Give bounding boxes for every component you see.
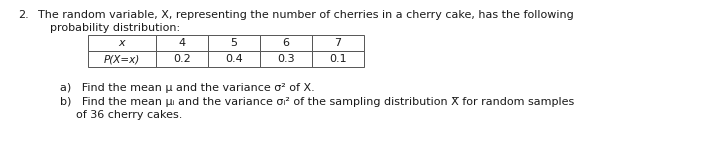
Text: probability distribution:: probability distribution: [50, 23, 180, 33]
Bar [88, 51, 156, 67]
Text: 6: 6 [282, 38, 289, 48]
Text: x: x [119, 38, 125, 48]
Text: of 36 cherry cakes.: of 36 cherry cakes. [76, 110, 182, 120]
Bar [88, 35, 156, 51]
Text: a)   Find the mean μ and the variance σ² of X.: a) Find the mean μ and the variance σ² o… [60, 83, 315, 93]
Text: The random variable, X, representing the number of cherries in a cherry cake, ha: The random variable, X, representing the… [38, 10, 574, 20]
Text: 4: 4 [179, 38, 186, 48]
Bar [208, 51, 260, 67]
Text: 0.1: 0.1 [329, 54, 347, 64]
Bar [312, 35, 364, 51]
Text: 5: 5 [230, 38, 238, 48]
Bar [156, 35, 208, 51]
Bar [260, 35, 312, 51]
Bar [208, 35, 260, 51]
Text: 0.3: 0.3 [277, 54, 294, 64]
Text: 0.2: 0.2 [173, 54, 191, 64]
Bar [260, 51, 312, 67]
Text: P(X=x): P(X=x) [104, 54, 140, 64]
Text: b)   Find the mean μᵢ and the variance σᵢ² of the sampling distribution Χ̅ for r: b) Find the mean μᵢ and the variance σᵢ²… [60, 97, 575, 107]
Bar [312, 51, 364, 67]
Text: 2.: 2. [18, 10, 29, 20]
Text: 0.4: 0.4 [225, 54, 243, 64]
Text: 7: 7 [334, 38, 341, 48]
Bar [156, 51, 208, 67]
